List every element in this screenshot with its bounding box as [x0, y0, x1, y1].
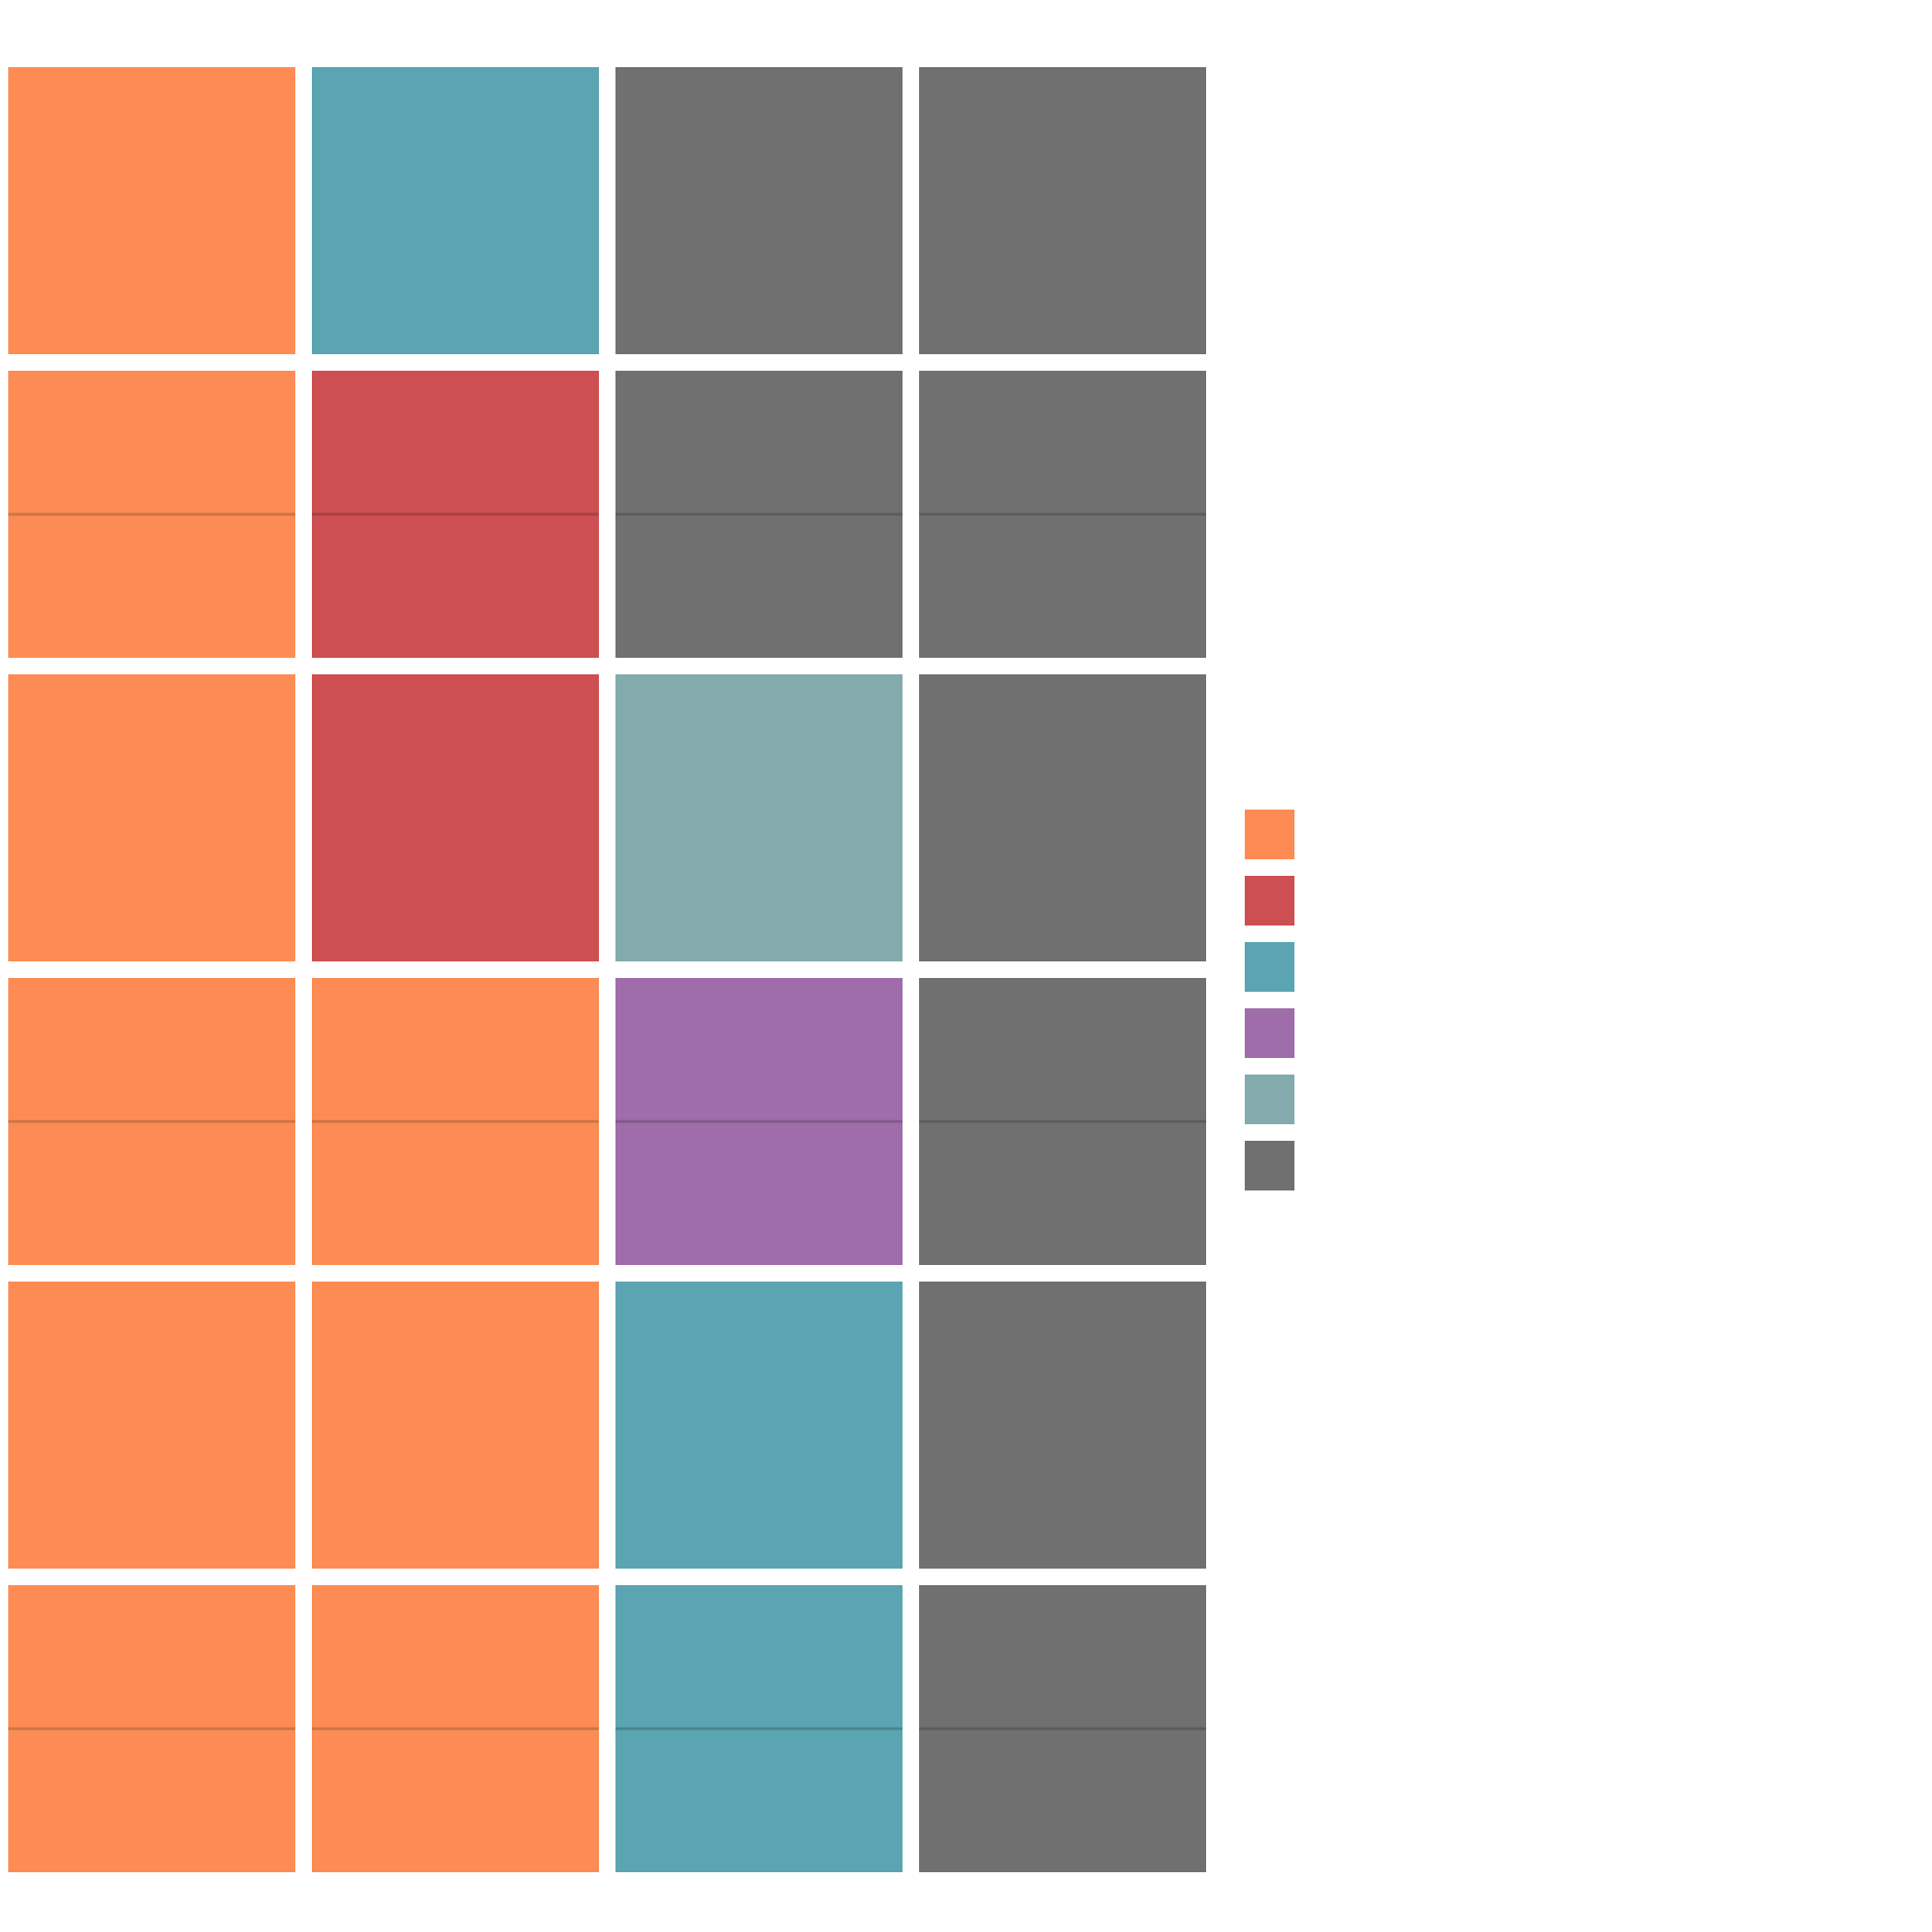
waffle-cell-r5-c1: [8, 1282, 295, 1569]
legend-swatch-4: [1245, 1008, 1294, 1058]
waffle-cell-r1-c1: [8, 67, 295, 354]
legend-swatch-3: [1245, 942, 1294, 992]
legend: [1245, 810, 1294, 1190]
waffle-cell-r3-c2: [312, 674, 599, 961]
waffle-cell-r1-c2: [312, 67, 599, 354]
waffle-cell-r1-c3: [615, 67, 903, 354]
legend-swatch-1: [1245, 810, 1294, 859]
legend-swatch-2: [1245, 876, 1294, 926]
waffle-cell-r5-c3: [615, 1282, 903, 1569]
waffle-cell-r3-c3: [615, 674, 903, 961]
waffle-cell-r5-c4: [919, 1282, 1206, 1569]
waffle-cell-r3-c4: [919, 674, 1206, 961]
waffle-cell-r5-c2: [312, 1282, 599, 1569]
waffle-cell-r3-c1: [8, 674, 295, 961]
legend-swatch-5: [1245, 1075, 1294, 1124]
legend-swatch-6: [1245, 1141, 1294, 1190]
waffle-cell-r1-c4: [919, 67, 1206, 354]
